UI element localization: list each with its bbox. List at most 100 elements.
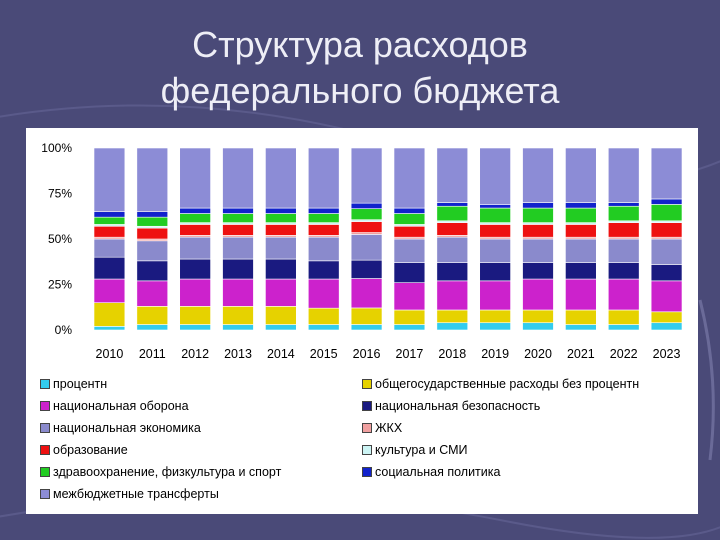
legend-swatch [40,489,50,499]
bar-segment [436,222,469,236]
bar-segment [565,147,597,203]
bar-segment [179,236,211,260]
legend-label: национальная оборона [53,399,189,413]
slide-title-line-1: Структура расходов [192,24,528,65]
bar-segment [136,280,169,307]
x-tick-label: 2018 [438,347,466,361]
bar-segment [179,224,211,236]
bar-segment [393,282,426,311]
bar-segment [136,260,169,282]
bar-segment [522,147,554,203]
bar-segment [307,207,340,214]
bar-segment [350,202,383,209]
legend-swatch [40,445,50,455]
bar-segment [393,238,426,263]
legend-label: социальная политика [375,465,501,479]
bar-segment [179,207,211,214]
legend-label: ЖКХ [375,421,403,435]
bar-segment [522,238,554,263]
legend-swatch [40,467,50,477]
bar-segment [607,202,640,207]
bar-segment [607,222,640,238]
slide-title-line-2: федерального бюджета [160,70,560,111]
legend-label: национальная безопасность [375,399,541,413]
bar-segment [607,262,640,280]
x-tick-label: 2021 [567,347,595,361]
x-tick-label: 2014 [267,347,295,361]
legend-swatch [40,379,50,389]
bar-segment [350,234,383,261]
bar-segment [436,309,469,324]
bar-segment [265,258,297,280]
bar-segment [136,240,169,262]
bar-segment [479,224,511,238]
bar-segment [479,322,511,331]
bar-segment [307,147,340,209]
bar-segment [607,324,640,331]
bar-segment [607,147,640,203]
x-tick-label: 2011 [139,347,166,361]
bar-segment [436,202,469,207]
legend-label: национальная экономика [53,421,201,435]
bar-segment [565,202,597,209]
bar-segment [650,264,683,282]
bar-segment [350,259,383,279]
bar-segment [222,213,254,223]
bar-segment [350,147,383,204]
bar-segment [265,224,297,236]
bar-segment [522,224,554,238]
bar-segment [393,309,426,325]
legend-label: общегосударственные расходы без процентн [375,377,640,391]
legend-label: образование [53,443,128,457]
bar-segment [93,326,126,331]
bar-segment [650,222,683,238]
bar-segment [93,278,126,303]
bar-segment [436,280,469,311]
legend-swatch [362,401,372,411]
bar-segment [93,225,126,238]
y-tick-label: 75% [48,187,72,201]
bar-segment [93,302,126,327]
x-tick-label: 2023 [653,347,681,361]
bar-segment [565,262,597,280]
bar-segment [479,207,511,223]
bar-segment [522,262,554,280]
bar-segment [350,208,383,220]
bar-segment [350,278,383,309]
bar-segment [93,256,126,280]
bar-segment [350,307,383,325]
bar-segment [650,238,683,265]
x-tick-label: 2022 [610,347,638,361]
bar-segment [479,147,511,205]
bar-segment [350,324,383,331]
bar-segment [93,238,126,258]
bar-segment [436,322,469,331]
bar-segment [136,216,169,227]
bar-segment [479,238,511,263]
bar-segment [650,198,683,205]
bar-segment [265,306,297,325]
bar-segment [479,204,511,209]
bar-segment [565,207,597,223]
bar-segment [307,260,340,280]
legend-swatch [362,445,372,455]
bar-segment [222,236,254,260]
bar-segment [650,204,683,222]
bar-segment [136,211,169,218]
bar-segment [565,238,597,263]
bar-segment [607,238,640,263]
bar-segment [136,306,169,325]
legend-label: межбюджетные трансферты [53,487,219,501]
bar-segment [479,280,511,311]
bar-segment [265,324,297,331]
bar-segment [222,324,254,331]
bar-segment [222,147,254,209]
bar-segment [179,278,211,307]
chart-legend: процентн общегосударственные расходы без … [40,376,690,511]
bar-segment [307,278,340,309]
legend-label: культура и СМИ [375,443,468,457]
bar-segment [179,306,211,325]
bar-segment [436,205,469,222]
bar-segment [222,258,254,280]
bar-segment [222,278,254,307]
